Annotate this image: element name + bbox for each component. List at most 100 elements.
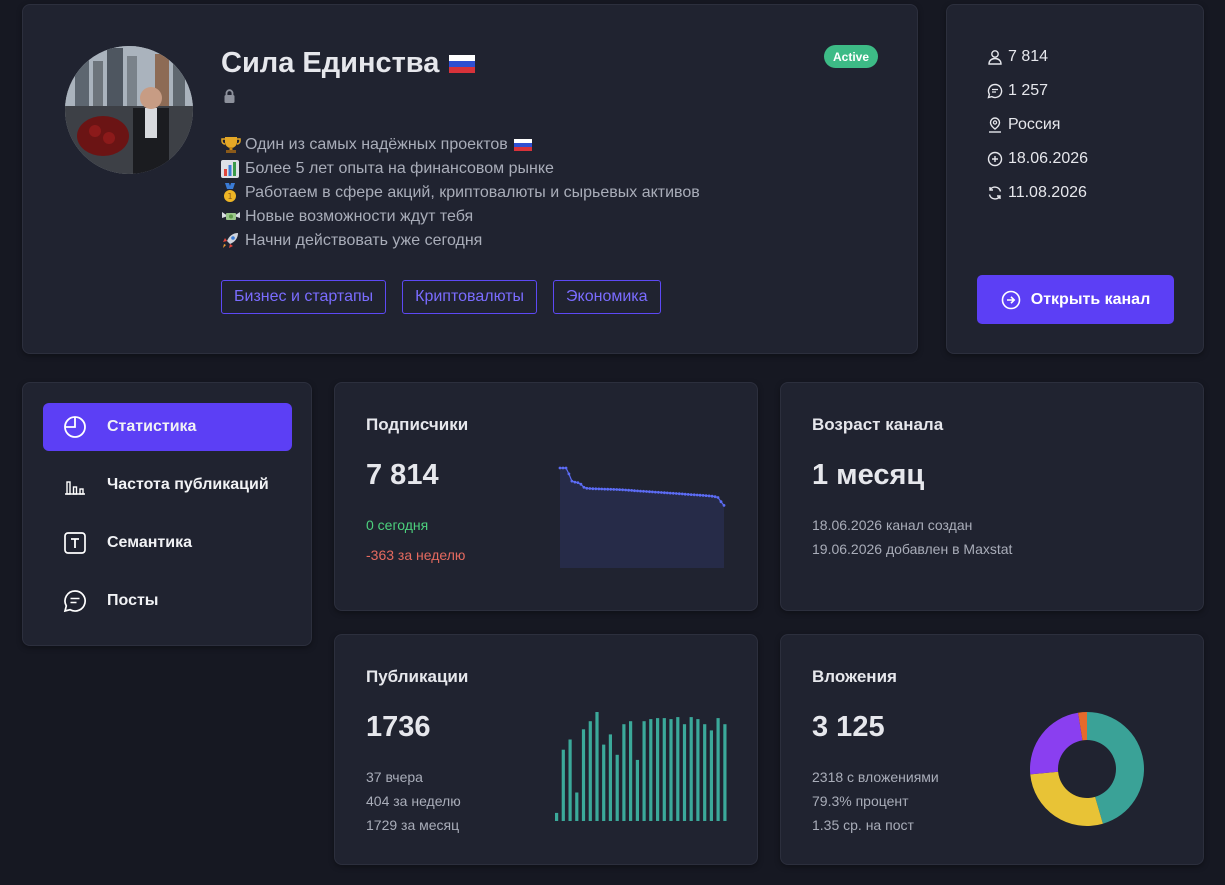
subscribers-point [597, 487, 601, 491]
subscribers-card: Подписчики 7 814 0 сегодня -363 за недел… [334, 382, 758, 611]
channel-age-value: 1 месяц [812, 459, 925, 491]
subscribers-point [657, 490, 660, 494]
info-created: 18.06.2026 [987, 150, 1088, 168]
subscribers-point [692, 493, 696, 497]
subscribers-point [719, 500, 723, 504]
subscribers-week: -363 за неделю [366, 547, 466, 563]
plus-circle-icon [987, 151, 1003, 167]
attachments-value: 3 125 [812, 711, 885, 743]
publications-bar [602, 744, 606, 821]
subscribers-point [707, 494, 711, 498]
publications-bar [669, 719, 673, 821]
attachments-avg: 1.35 ср. на пост [812, 817, 914, 833]
subscribers-point [654, 490, 657, 494]
donut-slice [1030, 771, 1103, 826]
card-title: Возраст канала [812, 415, 944, 434]
nav-item-posts[interactable]: Посты [43, 577, 292, 625]
pie-chart-icon [63, 415, 87, 439]
subscribers-point [680, 492, 684, 496]
nav-item-semantics[interactable]: Семантика [43, 519, 292, 567]
subscribers-value: 7 814 [366, 459, 439, 491]
publications-bar [716, 718, 720, 821]
channel-avatar [65, 46, 193, 174]
publications-month: 1729 за месяц [366, 817, 460, 833]
bar-chart-icon [221, 160, 245, 178]
publications-bar [635, 759, 639, 821]
nav-item-statistics[interactable]: Статистика [43, 403, 292, 451]
channel-added-line: 19.06.2026 добавлен в Maxstat [812, 541, 1013, 557]
subscribers-point [630, 489, 633, 492]
channel-info-card: 7 814 1 257 Россия 18.06.2026 11.08.2026… [946, 4, 1204, 354]
arrow-circle-right-icon [1001, 290, 1021, 310]
subscribers-point [615, 488, 619, 491]
card-title: Публикации [366, 667, 469, 686]
refresh-icon [987, 185, 1003, 201]
publications-bar [588, 721, 592, 821]
tag-crypto[interactable]: Криптовалюты [402, 280, 538, 314]
description-line: Начни действовать уже сегодня [221, 229, 700, 253]
publications-value: 1736 [366, 711, 431, 743]
subscribers-point [582, 485, 586, 489]
subscribers-point [665, 491, 669, 495]
subscribers-point [618, 488, 621, 491]
publications-bar [642, 721, 646, 821]
publications-yesterday: 37 вчера [366, 769, 423, 785]
rocket-icon [221, 232, 245, 250]
subscribers-point [570, 479, 574, 483]
subscribers-point [716, 496, 720, 499]
donut-slice [1078, 712, 1087, 741]
subscribers-point [695, 493, 699, 497]
description-line: Более 5 лет опыта на финансовом рынке [221, 157, 700, 181]
subscribers-point [573, 480, 577, 484]
subscribers-point [645, 490, 648, 493]
description-line: Один из самых надёжных проектов [221, 133, 700, 157]
subscribers-point [671, 491, 675, 495]
attachments-donut-chart [1030, 712, 1144, 826]
subscribers-point [606, 487, 610, 491]
publications-bar [662, 718, 666, 821]
subscribers-point [633, 489, 636, 493]
publications-bar-chart [555, 712, 727, 821]
user-icon [987, 49, 1003, 65]
publications-bar [622, 724, 626, 821]
subscribers-point [686, 493, 690, 496]
subscribers-point [651, 490, 654, 494]
publications-bar [629, 721, 633, 821]
channel-profile-card: Сила Единства Active Один из самых надёж… [22, 4, 918, 354]
publications-bar [696, 719, 700, 821]
open-channel-button[interactable]: Открыть канал [977, 275, 1174, 324]
russia-flag-icon [449, 54, 476, 73]
subscribers-point [600, 487, 604, 491]
lock-icon [223, 89, 236, 104]
publications-bar [682, 724, 687, 821]
subscribers-point [660, 491, 663, 494]
attachments-percent: 79.3% процент [812, 793, 909, 809]
channel-description: Один из самых надёжных проектов Более 5 … [221, 133, 700, 253]
publications-bar [689, 717, 693, 821]
subscribers-point [594, 487, 598, 491]
subscribers-point [713, 495, 717, 499]
card-title: Вложения [812, 667, 897, 686]
nav-item-frequency[interactable]: Частота публикаций [43, 461, 292, 509]
bar-chart-icon [63, 473, 87, 497]
tag-economy[interactable]: Экономика [553, 280, 661, 314]
channel-age-card: Возраст канала 1 месяц 18.06.2026 канал … [780, 382, 1204, 611]
description-line: Новые возможности ждут тебя [221, 205, 700, 229]
subscribers-area-chart [558, 466, 726, 568]
subscribers-point [579, 482, 583, 486]
subscribers-today: 0 сегодня [366, 517, 429, 533]
publications-bar [608, 734, 612, 821]
subscribers-point [689, 493, 693, 496]
subscribers-point [636, 489, 639, 493]
publications-bar [555, 812, 559, 821]
attachments-card: Вложения 3 125 2318 с вложениями 79.3% п… [780, 634, 1204, 865]
status-badge: Active [824, 45, 878, 68]
svg-text:1: 1 [227, 192, 232, 201]
subscribers-point [674, 492, 678, 495]
subscribers-point [704, 494, 708, 497]
publications-bar [581, 729, 586, 821]
channel-title: Сила Единства [221, 47, 440, 79]
info-updated: 11.08.2026 [987, 184, 1087, 202]
tag-business[interactable]: Бизнес и стартапы [221, 280, 387, 314]
attachments-with: 2318 с вложениями [812, 769, 939, 785]
